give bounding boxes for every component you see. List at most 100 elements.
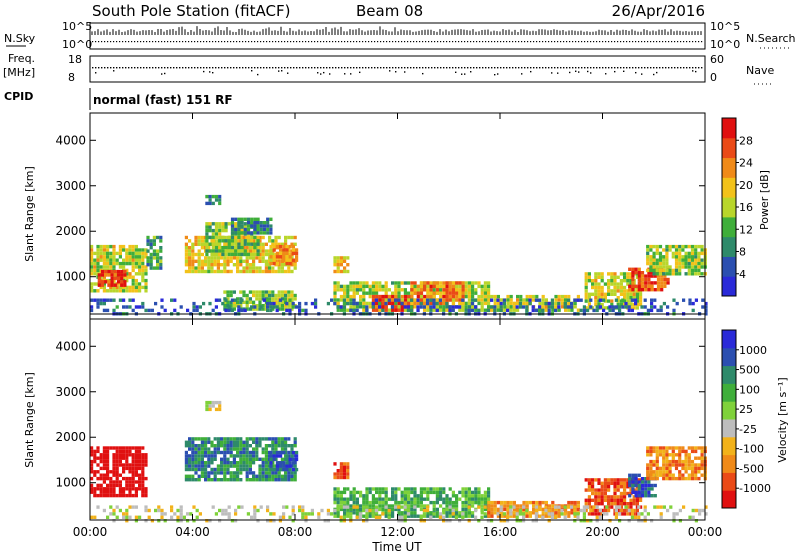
data-cell: [675, 301, 679, 306]
data-cell: [650, 487, 654, 491]
data-cell: [131, 476, 135, 481]
data-cell: [591, 485, 595, 489]
data-cell: [594, 491, 598, 496]
data-cell: [403, 490, 407, 495]
nsearch-point: [383, 41, 385, 43]
data-cell: [93, 289, 97, 293]
data-cell: [560, 301, 564, 306]
data-cell: [106, 251, 110, 256]
data-cell: [99, 466, 103, 471]
data-cell: [623, 491, 627, 496]
freq-point: [650, 67, 652, 69]
data-cell: [246, 231, 251, 235]
data-cell: [678, 255, 682, 259]
data-cell: [697, 258, 701, 262]
data-cell: [333, 269, 337, 274]
data-cell: [339, 475, 343, 480]
data-cell: [118, 463, 122, 467]
data-cell: [684, 251, 688, 256]
data-cell: [261, 471, 265, 475]
data-cell: [467, 281, 471, 285]
data-cell: [211, 222, 215, 226]
data-cell: [102, 490, 106, 494]
data-cell: [99, 453, 103, 457]
data-cell: [277, 471, 281, 475]
data-cell: [467, 487, 471, 491]
freq-point: [434, 67, 436, 69]
data-cell: [623, 285, 627, 290]
data-cell: [90, 305, 94, 309]
data-cell: [221, 228, 225, 233]
data-cell: [342, 298, 346, 302]
data-cell: [207, 454, 211, 458]
data-cell: [214, 228, 219, 233]
data-cell: [522, 512, 526, 516]
data-cell: [252, 440, 256, 444]
data-cell: [346, 294, 350, 299]
data-cell: [506, 305, 510, 309]
data-cell: [160, 515, 164, 519]
data-cell: [234, 252, 238, 257]
data-cell: [607, 481, 611, 485]
data-cell: [144, 505, 148, 509]
data-cell: [525, 508, 529, 513]
data-cell: [681, 446, 685, 450]
data-cell: [118, 493, 122, 498]
data-cell: [535, 294, 539, 299]
data-cell: [671, 272, 675, 276]
data-cell: [455, 288, 459, 292]
data-cell: [613, 272, 617, 276]
data-cell: [255, 266, 259, 270]
data-cell: [616, 275, 620, 279]
data-cell: [90, 483, 94, 488]
data-cell: [616, 508, 620, 513]
data-cell: [227, 305, 231, 309]
nsearch-point: [617, 41, 619, 43]
data-cell: [339, 308, 343, 312]
nsearch-point: [293, 41, 295, 43]
data-cell: [250, 242, 254, 246]
data-cell: [197, 235, 201, 240]
data-cell: [576, 500, 580, 505]
data-cell: [245, 259, 249, 263]
data-cell: [655, 446, 659, 450]
data-cell: [125, 258, 129, 262]
data-cell: [426, 284, 430, 289]
data-cell: [284, 269, 288, 274]
data-cell: [236, 447, 240, 451]
data-cell: [253, 505, 257, 509]
data-cell: [650, 519, 654, 523]
data-cell: [293, 235, 297, 240]
data-cell: [518, 519, 522, 523]
data-cell: [451, 308, 455, 313]
data-cell: [662, 449, 666, 454]
data-cell: [631, 288, 635, 292]
data-cell: [628, 267, 632, 271]
data-cell: [646, 512, 650, 516]
data-cell: [407, 294, 411, 299]
data-cell: [515, 512, 519, 516]
data-cell: [343, 475, 347, 480]
data-cell: [149, 242, 153, 246]
data-cell: [487, 284, 491, 289]
data-cell: [605, 512, 609, 516]
data-cell: [188, 263, 192, 267]
data-cell: [704, 512, 708, 516]
freq-point: [119, 67, 121, 69]
data-cell: [242, 467, 246, 472]
data-cell: [635, 306, 639, 310]
data-cell: [194, 259, 198, 263]
data-cell: [387, 497, 391, 501]
data-cell: [216, 447, 220, 451]
data-cell: [134, 459, 138, 464]
data-cell: [442, 305, 446, 309]
nsearch-point: [491, 41, 493, 43]
data-cell: [272, 244, 276, 249]
x-tick-label: 00:00: [73, 525, 108, 539]
data-cell: [371, 497, 375, 501]
data-cell: [442, 515, 446, 519]
data-cell: [419, 497, 423, 501]
data-cell: [223, 464, 227, 468]
data-cell: [534, 519, 538, 523]
data-cell: [471, 305, 475, 309]
